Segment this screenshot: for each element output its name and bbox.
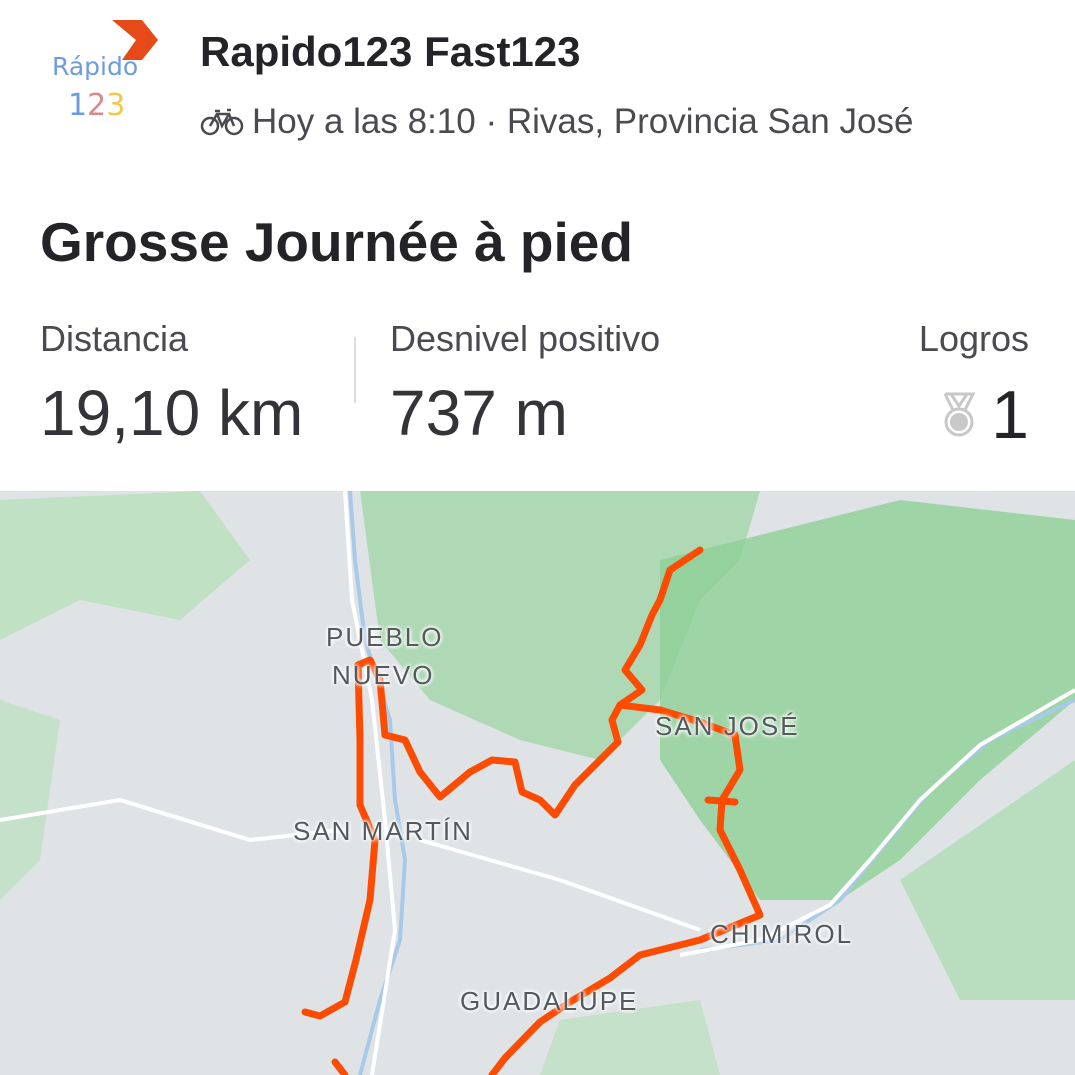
logo-chevron-icon <box>112 20 158 60</box>
logo-text: Rápido <box>52 52 139 81</box>
place-label: SAN MARTÍN <box>293 816 473 846</box>
stat-label: Logros <box>918 318 1029 359</box>
athlete-name[interactable]: Rapido123 Fast123 <box>200 28 581 75</box>
activity-title[interactable]: Grosse Journée à pied <box>40 211 633 273</box>
roads <box>0 491 1075 1075</box>
route-segment <box>488 701 764 1075</box>
stat-value: 19,10 km <box>40 377 304 449</box>
stat-achievements[interactable]: Logros 1 <box>919 318 1029 454</box>
place-label: GUADALUPE <box>460 986 639 1016</box>
activity-meta: Hoy a las 8:10 · Rivas, Provincia San Jo… <box>200 102 913 142</box>
divider <box>354 337 356 403</box>
route-map[interactable]: PUEBLO NUEVO SAN JOSÉ SAN MARTÍN CHIMIRO… <box>0 491 1075 1075</box>
bicycle-icon <box>200 108 244 136</box>
stat-label: Desnivel positivo <box>390 318 661 359</box>
map-canvas <box>0 491 1075 1075</box>
activity-meta-text: Hoy a las 8:10 · Rivas, Provincia San Jo… <box>252 102 914 141</box>
stat-elevation: Desnivel positivo 737 m <box>390 318 660 450</box>
terrain <box>0 491 1075 1075</box>
stat-value: 1 <box>991 377 1029 453</box>
route-segment <box>331 796 739 1075</box>
place-label: SAN JOSÉ <box>655 711 800 741</box>
logo-number: 123 <box>68 88 126 123</box>
place-label: CHIMIROL <box>710 919 854 949</box>
route-segment <box>301 546 704 1020</box>
stat-value: 737 m <box>390 377 568 449</box>
place-label: NUEVO <box>332 660 435 690</box>
place-label: PUEBLO <box>326 622 444 652</box>
stat-distance: Distancia 19,10 km <box>40 318 303 450</box>
medal-icon <box>943 392 976 437</box>
route <box>301 546 764 1075</box>
app-logo: Rápido 123 <box>40 18 170 138</box>
stat-label: Distancia <box>40 318 189 359</box>
